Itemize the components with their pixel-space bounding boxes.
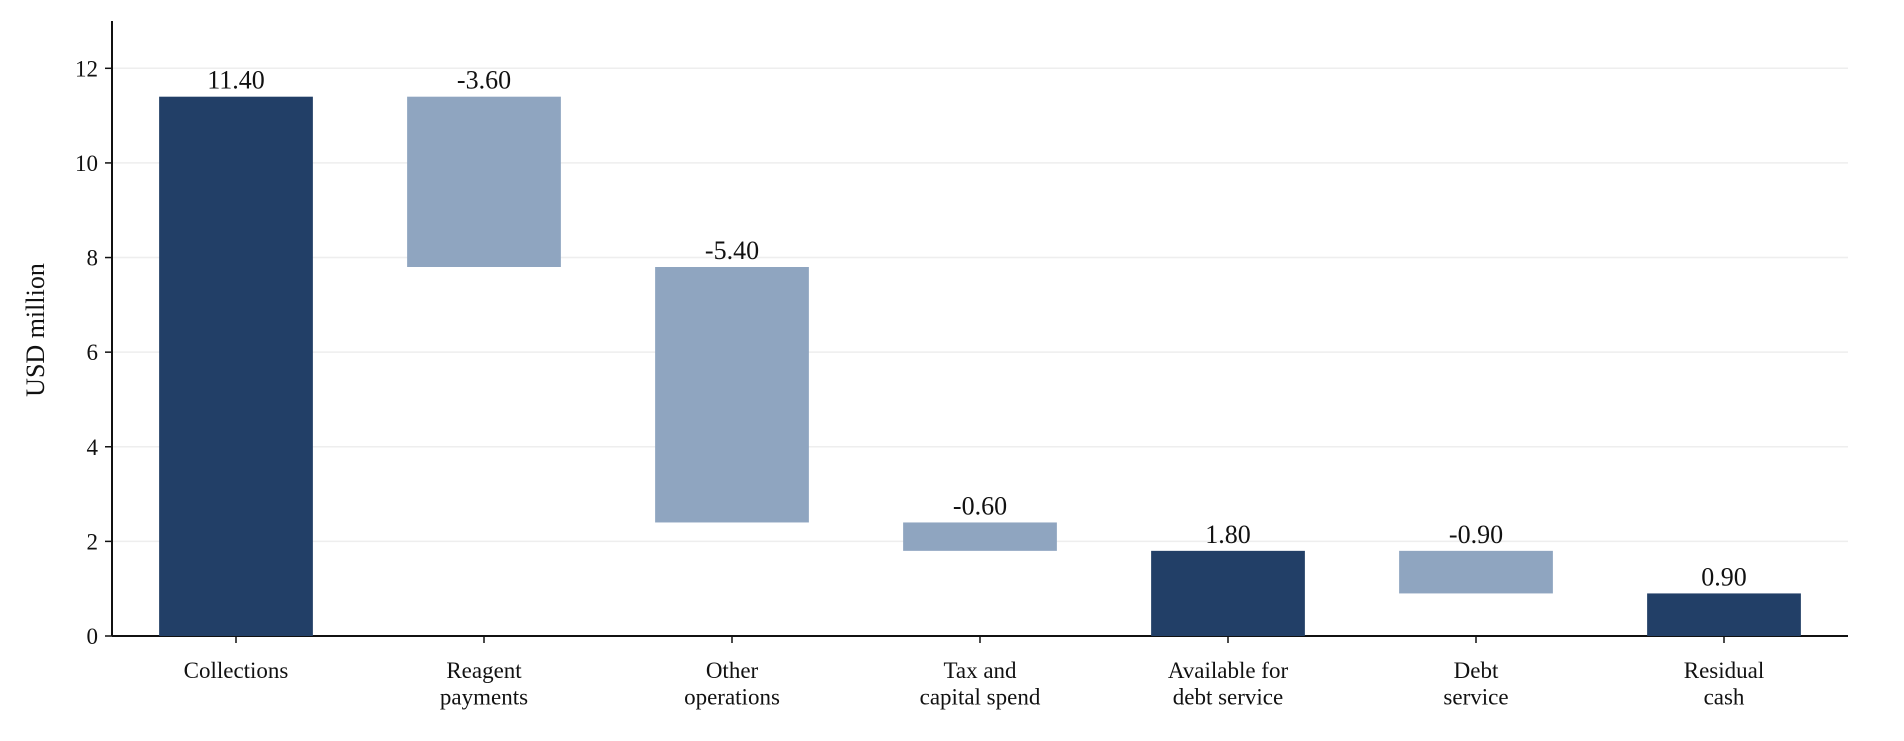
y-tick-label: 4 bbox=[87, 435, 99, 460]
bar bbox=[159, 96, 313, 636]
y-tick-label: 10 bbox=[75, 151, 98, 176]
y-tick-label: 2 bbox=[87, 529, 99, 554]
x-tick-label: Collections bbox=[184, 658, 289, 683]
y-axis-label: USD million bbox=[21, 263, 50, 397]
bar bbox=[655, 267, 809, 523]
value-label: 1.80 bbox=[1205, 520, 1251, 549]
x-tick-label: Residual cash bbox=[1684, 658, 1765, 709]
bar bbox=[1151, 550, 1305, 636]
bar bbox=[407, 96, 561, 267]
x-tick-label: Available for debt service bbox=[1168, 658, 1289, 709]
value-label: 0.90 bbox=[1701, 562, 1747, 591]
value-label: -5.40 bbox=[705, 236, 759, 265]
y-tick-label: 8 bbox=[87, 246, 99, 271]
y-tick-label: 6 bbox=[87, 340, 99, 365]
y-tick-label: 0 bbox=[87, 624, 99, 649]
value-label: 11.40 bbox=[207, 66, 265, 95]
value-label: -3.60 bbox=[457, 66, 511, 95]
x-tick-label: Reagent payments bbox=[440, 658, 528, 709]
x-tick-label: Other operations bbox=[684, 658, 780, 709]
y-tick-label: 12 bbox=[75, 56, 98, 81]
x-tick-label: Tax and capital spend bbox=[920, 658, 1041, 709]
value-label: -0.90 bbox=[1449, 520, 1503, 549]
bar bbox=[1647, 593, 1801, 636]
x-tick-label: Debt service bbox=[1443, 658, 1508, 709]
bar bbox=[1399, 550, 1553, 594]
bar bbox=[903, 522, 1057, 551]
value-label: -0.60 bbox=[953, 491, 1007, 520]
